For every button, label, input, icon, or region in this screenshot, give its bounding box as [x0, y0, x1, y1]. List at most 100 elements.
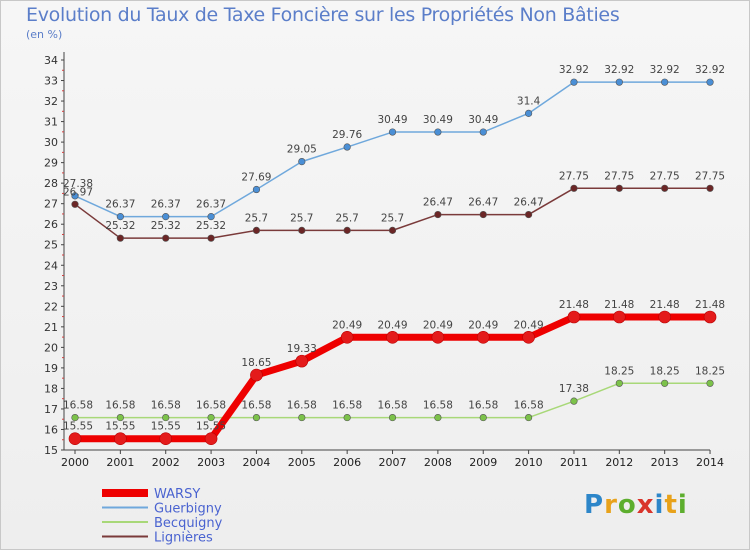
data-label: 29.76: [332, 129, 362, 141]
data-point-guerbigny: [706, 78, 714, 86]
data-label: 18.25: [695, 365, 725, 377]
y-tick-label: 16: [44, 423, 58, 436]
x-tick-label: 2009: [469, 456, 497, 469]
series-line-guerbigny: [74, 81, 711, 218]
data-label: 18.65: [241, 357, 271, 369]
data-point-guerbigny: [570, 78, 578, 86]
data-point-warsy: [703, 310, 717, 324]
data-label: 16.58: [514, 400, 544, 412]
y-tick-label: 22: [44, 300, 58, 313]
data-label: 32.92: [695, 64, 725, 76]
data-label: 26.37: [196, 199, 226, 211]
data-label: 26.47: [468, 197, 498, 209]
y-tick-label: 18: [44, 382, 58, 395]
y-tick-label: 33: [44, 75, 58, 88]
data-point-becquigny: [71, 413, 79, 422]
data-point-guerbigny: [207, 213, 215, 221]
y-tick-label: 24: [44, 259, 58, 272]
y-tick-label: 23: [44, 280, 58, 293]
x-tick-label: 2014: [696, 456, 724, 469]
data-point-lignières: [207, 234, 215, 242]
data-point-guerbigny: [252, 185, 261, 194]
data-label: 16.58: [241, 400, 271, 412]
x-tick-label: 2000: [61, 456, 89, 469]
data-point-warsy: [522, 331, 535, 344]
data-label: 31.4: [517, 95, 541, 107]
data-label: 25.7: [245, 212, 268, 224]
data-point-becquigny: [570, 397, 578, 405]
data-point-becquigny: [116, 413, 124, 422]
data-label: 20.49: [377, 319, 407, 331]
data-label: 16.58: [377, 400, 407, 412]
data-point-warsy: [476, 331, 490, 344]
data-label: 25.7: [335, 212, 358, 224]
y-tick-label: 19: [44, 362, 58, 375]
legend-label: Guerbigny: [154, 502, 222, 517]
y-tick-label: 32: [44, 95, 58, 108]
legend-label: WARSY: [154, 487, 200, 502]
data-label: 25.32: [105, 220, 135, 232]
y-tick-label: 25: [44, 239, 58, 252]
data-label: 16.58: [63, 400, 93, 412]
data-point-warsy: [613, 310, 626, 324]
data-label: 18.25: [650, 365, 680, 377]
x-tick-label: 2013: [651, 456, 679, 469]
data-point-warsy: [431, 331, 445, 344]
data-label: 15.55: [151, 421, 181, 433]
data-point-warsy: [114, 432, 127, 446]
y-tick-label: 30: [44, 136, 58, 149]
legend-label: Lignières: [154, 531, 213, 546]
y-tick-label: 34: [44, 54, 58, 67]
data-point-lignières: [615, 184, 623, 192]
x-tick-label: 2007: [379, 456, 407, 469]
data-label: 20.49: [514, 319, 544, 331]
data-point-lignières: [71, 200, 79, 208]
data-point-guerbigny: [298, 158, 306, 166]
data-label: 32.92: [604, 64, 634, 76]
x-tick-label: 2006: [333, 456, 361, 469]
data-point-lignières: [343, 226, 351, 234]
data-point-lignières: [162, 234, 170, 242]
proxiti-logo: Proxiti: [584, 490, 688, 520]
x-tick-label: 2003: [197, 456, 225, 469]
data-label: 27.75: [604, 170, 634, 182]
data-label: 30.49: [468, 114, 498, 126]
data-point-becquigny: [207, 413, 215, 422]
data-label: 25.32: [151, 220, 181, 232]
data-label: 32.92: [559, 64, 589, 76]
y-tick-label: 17: [44, 403, 58, 416]
data-point-warsy: [340, 331, 354, 344]
x-tick-label: 2004: [242, 456, 270, 469]
data-label: 27.69: [241, 172, 271, 184]
data-point-guerbigny: [71, 192, 79, 200]
data-label: 16.58: [196, 400, 226, 412]
data-label: 26.37: [151, 199, 181, 211]
x-tick-label: 2012: [605, 456, 633, 469]
data-point-guerbigny: [615, 78, 623, 86]
data-point-becquigny: [298, 413, 306, 422]
data-point-lignières: [388, 226, 397, 234]
data-label: 21.48: [559, 299, 589, 311]
data-label: 16.58: [423, 400, 453, 412]
data-point-warsy: [68, 432, 82, 446]
y-tick-label: 20: [44, 341, 58, 354]
data-label: 27.75: [559, 170, 589, 182]
x-tick-label: 2001: [106, 456, 134, 469]
data-point-warsy: [204, 432, 218, 446]
y-tick-label: 26: [44, 218, 58, 231]
data-point-becquigny: [524, 413, 533, 422]
x-tick-label: 2005: [288, 456, 316, 469]
data-point-guerbigny: [116, 213, 124, 221]
data-label: 32.92: [650, 64, 680, 76]
data-label: 19.33: [287, 343, 317, 355]
data-point-lignières: [661, 184, 669, 192]
data-label: 17.38: [559, 383, 589, 395]
data-label: 27.75: [650, 170, 680, 182]
y-tick-label: 31: [44, 116, 58, 129]
data-label: 29.05: [287, 144, 317, 156]
data-point-lignières: [570, 184, 578, 192]
data-point-guerbigny: [434, 128, 442, 136]
data-point-warsy: [658, 310, 671, 324]
y-tick-label: 15: [44, 444, 58, 457]
data-label: 16.58: [287, 400, 317, 412]
